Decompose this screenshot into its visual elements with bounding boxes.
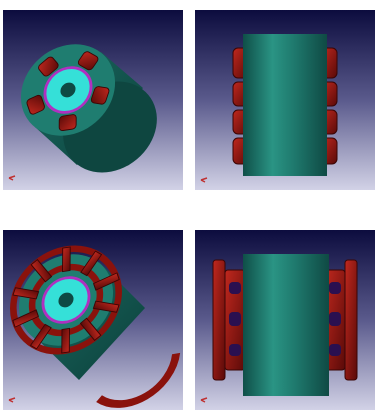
axis-icon bbox=[8, 175, 16, 181]
axis-icon bbox=[8, 397, 16, 403]
axis-icon bbox=[200, 397, 208, 403]
render-panel bbox=[195, 230, 375, 410]
render-panel bbox=[3, 230, 183, 410]
front-face bbox=[10, 245, 122, 355]
cylinder-side bbox=[243, 34, 327, 176]
cylinder-side bbox=[243, 254, 329, 396]
axis-icon bbox=[200, 177, 208, 183]
front-face bbox=[20, 44, 116, 136]
render-panel bbox=[3, 10, 183, 190]
cage-holes bbox=[229, 282, 341, 356]
rear-cage bbox=[96, 352, 181, 408]
cage bbox=[212, 259, 358, 381]
render-panel bbox=[195, 10, 375, 190]
